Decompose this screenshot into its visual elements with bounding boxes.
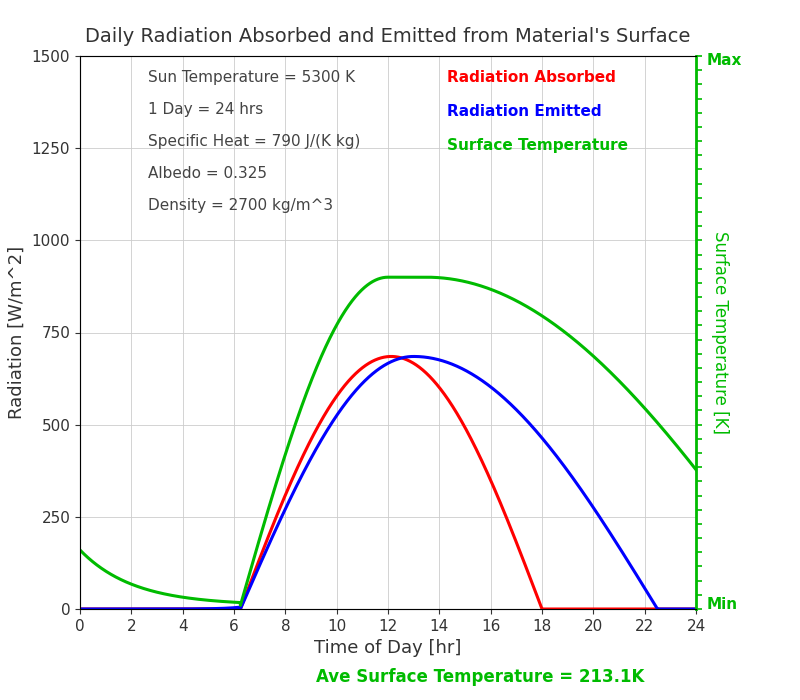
Text: Radiation Absorbed: Radiation Absorbed	[446, 70, 615, 85]
Text: Min: Min	[707, 597, 738, 612]
Text: Radiation Emitted: Radiation Emitted	[446, 104, 601, 119]
Text: Ave Surface Temperature = 213.1K: Ave Surface Temperature = 213.1K	[316, 668, 644, 687]
Text: Albedo = 0.325: Albedo = 0.325	[148, 166, 266, 181]
X-axis label: Time of Day [hr]: Time of Day [hr]	[314, 639, 462, 657]
Text: Sun Temperature = 5300 K: Sun Temperature = 5300 K	[148, 70, 355, 85]
Text: 1 Day = 24 hrs: 1 Day = 24 hrs	[148, 102, 263, 117]
Text: Max: Max	[707, 53, 742, 68]
Text: Surface Temperature: Surface Temperature	[446, 139, 627, 153]
Text: Density = 2700 kg/m^3: Density = 2700 kg/m^3	[148, 198, 333, 213]
Y-axis label: Radiation [W/m^2]: Radiation [W/m^2]	[8, 246, 26, 419]
Title: Daily Radiation Absorbed and Emitted from Material's Surface: Daily Radiation Absorbed and Emitted fro…	[86, 27, 690, 46]
Y-axis label: Surface Temperature [K]: Surface Temperature [K]	[710, 231, 729, 434]
Text: Specific Heat = 790 J/(K kg): Specific Heat = 790 J/(K kg)	[148, 134, 360, 149]
